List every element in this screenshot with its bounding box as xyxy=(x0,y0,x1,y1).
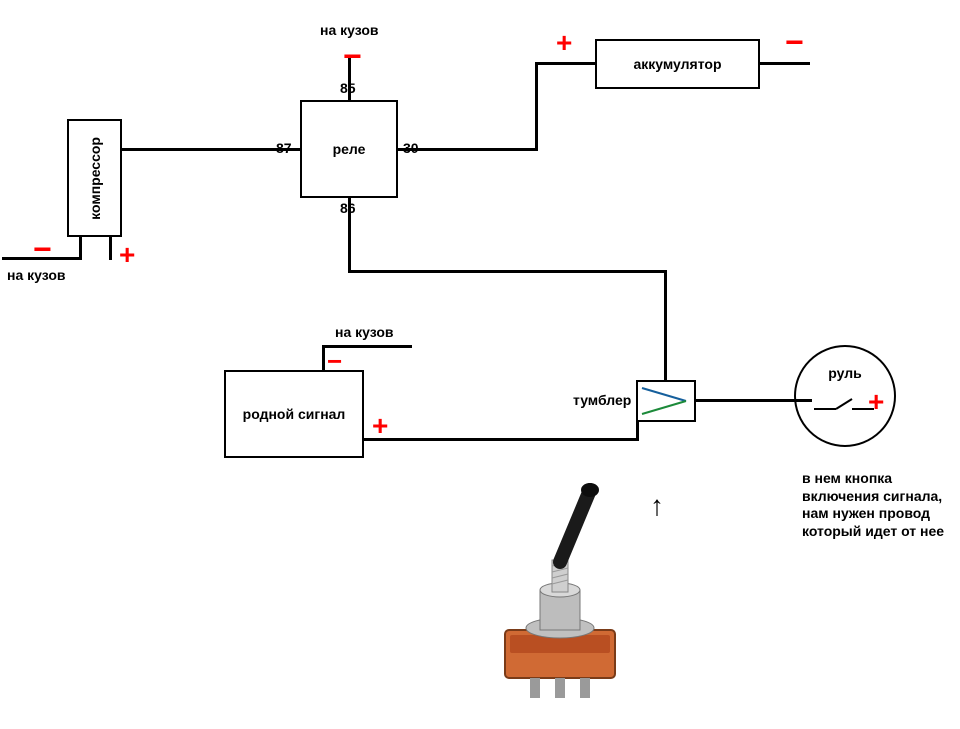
wire-86-v2 xyxy=(664,270,667,380)
tumbler-label: тумблер xyxy=(573,392,631,408)
native-gnd-label: на кузов xyxy=(335,324,394,340)
relay85-minus: − xyxy=(343,38,362,75)
compressor-gnd-label: на кузов xyxy=(7,267,66,283)
relay-label: реле xyxy=(333,141,366,157)
steering-note: в нем кнопка включения сигнала, нам нуже… xyxy=(802,470,952,540)
steering-plus: + xyxy=(868,386,884,418)
compressor-plus: + xyxy=(119,239,135,271)
wire-30-h xyxy=(398,148,538,151)
native-signal-box: родной сигнал xyxy=(224,370,364,458)
toggle-switch-photo xyxy=(460,480,650,710)
compressor-minus: − xyxy=(33,231,52,268)
wire-native-plus-h xyxy=(364,438,636,441)
wire-86-v1 xyxy=(348,198,351,273)
native-plus: + xyxy=(372,410,388,442)
wire-comp-plus-v xyxy=(109,237,112,260)
wire-86-h xyxy=(348,270,664,273)
pin87: 87 xyxy=(276,140,292,156)
wire-comp-to-relay87 xyxy=(122,148,300,151)
wire-native-minus-v xyxy=(322,345,325,370)
wire-30-v xyxy=(535,62,538,151)
steering-label: руль xyxy=(828,365,861,381)
tumbler-box xyxy=(636,380,696,422)
battery-plus: + xyxy=(556,27,572,59)
compressor-label: компрессор xyxy=(87,137,103,220)
native-minus: − xyxy=(327,346,342,377)
wiring-diagram: компрессор − на кузов + реле 87 30 85 86… xyxy=(0,0,960,729)
battery-minus: − xyxy=(785,24,804,61)
relay85-gnd-label: на кузов xyxy=(320,22,379,38)
wire-30-to-batt xyxy=(535,62,595,65)
native-signal-label: родной сигнал xyxy=(243,406,346,422)
relay-box: реле xyxy=(300,100,398,198)
tumbler-switch-icon xyxy=(638,382,694,420)
steering-contact-icon xyxy=(814,395,874,415)
wire-batt-minus xyxy=(760,62,810,65)
arrow-up-icon: ↑ xyxy=(650,490,664,522)
battery-box: аккумулятор xyxy=(595,39,760,89)
battery-label: аккумулятор xyxy=(633,56,721,72)
compressor-box: компрессор xyxy=(67,119,122,237)
